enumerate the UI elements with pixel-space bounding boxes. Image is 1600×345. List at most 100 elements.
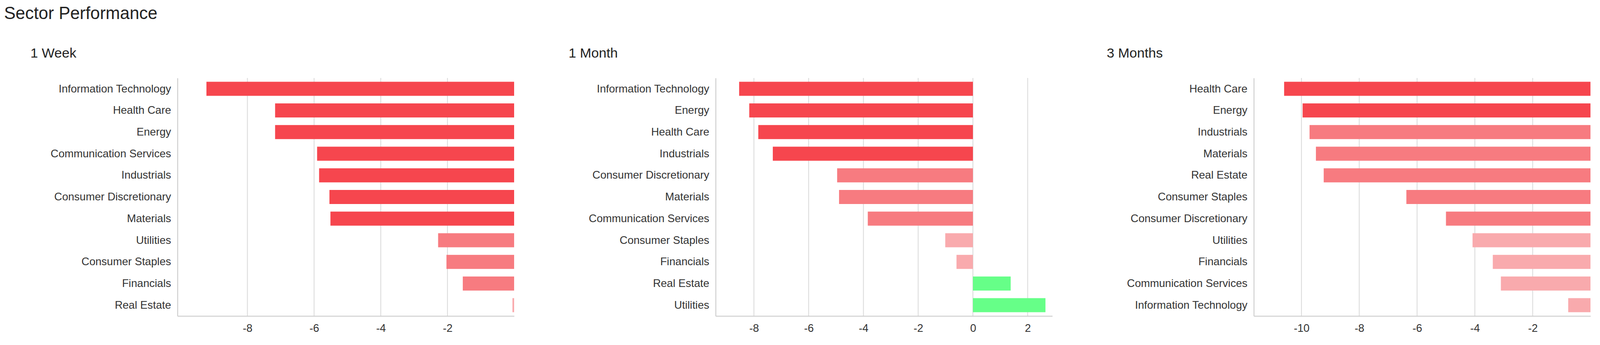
bar <box>749 103 973 118</box>
bar <box>956 255 973 270</box>
category-label: Consumer Discretionary <box>1130 212 1248 225</box>
bar <box>512 298 515 313</box>
tick: Consumer Discretionary <box>1130 212 1254 225</box>
tick-label: -8 <box>242 322 253 335</box>
category-label: Financials <box>660 255 710 268</box>
x-axis: -8 -6 -4 -2 <box>177 316 515 335</box>
tick: Consumer Staples <box>1158 190 1254 203</box>
bar <box>1568 298 1591 313</box>
category-label: Information Technology <box>58 82 172 95</box>
tick: Health Care <box>1189 82 1254 95</box>
bar <box>462 276 515 291</box>
tick-label: 2 <box>1025 322 1031 335</box>
bar <box>1284 81 1591 96</box>
tick: Industrials <box>121 168 178 182</box>
bar <box>867 211 973 226</box>
category-label: Real Estate <box>652 277 710 290</box>
tick-label: -2 <box>442 322 453 335</box>
category-label: Utilities <box>136 234 172 247</box>
bar <box>1309 125 1591 140</box>
bar <box>274 103 515 118</box>
bar <box>758 125 973 140</box>
tick: -2 <box>442 316 453 335</box>
tick-label: 0 <box>970 322 977 335</box>
panel: 3 MonthsHealth CareEnergyIndustrialsMate… <box>1106 45 1591 335</box>
bar <box>1501 276 1591 291</box>
category-label: Industrials <box>1197 125 1248 138</box>
tick: Industrials <box>1197 125 1254 138</box>
category-label: Communication Services <box>588 212 710 225</box>
bar <box>1302 103 1591 118</box>
tick: Energy <box>674 103 716 117</box>
bar <box>329 190 515 205</box>
tick-label: -4 <box>858 322 869 335</box>
bar <box>319 168 515 183</box>
tick: Information Technology <box>596 82 716 95</box>
chart: Sector Performance1 WeekInformation Tech… <box>0 0 1600 345</box>
y-axis: Health CareEnergyIndustrialsMaterialsRea… <box>1127 78 1255 317</box>
category-label: Information Technology <box>596 82 710 95</box>
tick: Materials <box>127 212 178 225</box>
tick: Consumer Staples <box>81 255 178 268</box>
panel: 1 MonthInformation TechnologyEnergyHealt… <box>568 45 1053 335</box>
category-label: Health Care <box>651 125 710 138</box>
tick: -2 <box>1527 316 1538 335</box>
category-label: Materials <box>127 212 172 225</box>
grid-line <box>1300 78 1302 317</box>
bar <box>1446 211 1591 226</box>
tick-label: -4 <box>376 322 386 335</box>
category-label: Consumer Discretionary <box>54 190 172 203</box>
x-axis: -8-6-4-202 <box>716 316 1053 335</box>
tick-label: -6 <box>1412 322 1423 335</box>
category-label: Health Care <box>1189 82 1248 95</box>
category-label: Financials <box>1198 255 1248 268</box>
category-label: Consumer Staples <box>81 255 172 268</box>
category-label: Consumer Staples <box>619 234 710 247</box>
category-label: Utilities <box>1212 234 1248 247</box>
bars <box>206 81 515 313</box>
category-label: Health Care <box>112 103 172 117</box>
tick: -8 <box>1354 316 1365 335</box>
tick: Communication Services <box>1127 277 1254 290</box>
tick-label: -2 <box>913 322 923 335</box>
category-label: Information Technology <box>1134 299 1248 312</box>
grid-line <box>246 78 248 317</box>
bar <box>1472 233 1591 248</box>
x-axis: -10-8-6-4-2 <box>1254 316 1591 335</box>
tick: Consumer Discretionary <box>592 168 716 182</box>
category-label: Utilities <box>674 299 710 312</box>
tick: Utilities <box>136 234 178 247</box>
category-label: Materials <box>1203 147 1248 160</box>
bar <box>839 190 973 205</box>
tick: Real Estate <box>652 277 716 290</box>
panel-title: 1 Week <box>30 45 77 61</box>
category-label: Energy <box>136 125 172 138</box>
category-label: Real Estate <box>114 299 172 312</box>
tick: Communication Services <box>50 147 178 160</box>
tick: -4 <box>376 316 386 335</box>
bar <box>739 81 973 96</box>
tick: -6 <box>309 316 320 335</box>
tick: -6 <box>1412 316 1423 335</box>
bar <box>972 298 1046 313</box>
bar <box>274 125 515 140</box>
tick: Communication Services <box>588 212 716 225</box>
tick: 0 <box>970 316 977 335</box>
bar <box>446 255 515 270</box>
tick: -2 <box>913 316 923 335</box>
tick: -4 <box>858 316 869 335</box>
bar <box>317 147 515 162</box>
tick-label: -2 <box>1527 322 1538 335</box>
tick: Utilities <box>1212 234 1254 247</box>
bar <box>972 276 1011 291</box>
tick: Utilities <box>674 299 716 312</box>
bar <box>1323 168 1591 183</box>
tick-label: -8 <box>1354 322 1365 335</box>
category-label: Industrials <box>659 147 710 160</box>
bar <box>1315 147 1591 162</box>
y-axis: Information Technology Health Care Energy C… <box>50 78 178 317</box>
bar <box>772 147 973 162</box>
tick: Energy <box>136 125 178 138</box>
tick: Information Technology <box>1134 299 1254 312</box>
category-label: Consumer Staples <box>1158 190 1248 203</box>
